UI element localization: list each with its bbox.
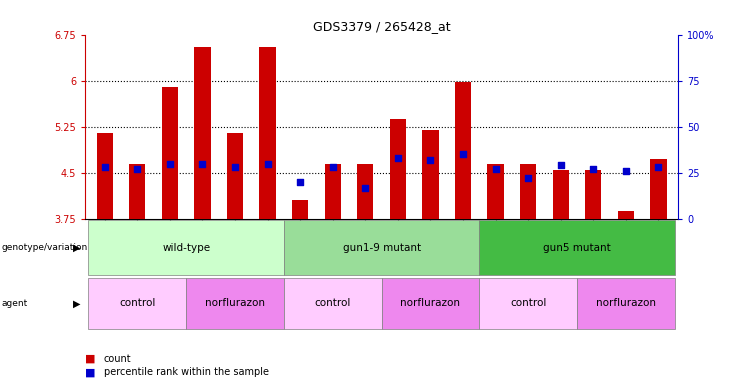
Point <box>620 168 632 174</box>
Point <box>522 175 534 181</box>
Text: control: control <box>119 298 156 308</box>
Text: count: count <box>104 354 131 364</box>
Bar <box>390 119 406 219</box>
Bar <box>186 278 284 329</box>
Point <box>425 157 436 163</box>
Bar <box>520 164 536 219</box>
Bar <box>422 130 439 219</box>
Text: gun5 mutant: gun5 mutant <box>543 243 611 253</box>
Text: ▶: ▶ <box>73 298 80 308</box>
Point <box>131 166 143 172</box>
Text: control: control <box>510 298 546 308</box>
Point <box>99 164 110 170</box>
Text: control: control <box>315 298 351 308</box>
Point <box>490 166 502 172</box>
Text: genotype/variation: genotype/variation <box>1 243 87 252</box>
Bar <box>455 82 471 219</box>
Point <box>359 184 371 190</box>
Bar <box>382 278 479 329</box>
Point <box>392 155 404 161</box>
Bar <box>651 159 667 219</box>
Point <box>555 162 567 169</box>
Bar <box>585 170 602 219</box>
Bar <box>618 211 634 219</box>
Text: ■: ■ <box>85 354 96 364</box>
Bar <box>227 133 243 219</box>
Point <box>457 151 469 157</box>
Bar <box>259 47 276 219</box>
Point <box>653 164 665 170</box>
Text: percentile rank within the sample: percentile rank within the sample <box>104 367 269 377</box>
Bar <box>325 164 341 219</box>
Point <box>196 161 208 167</box>
Bar <box>162 87 178 219</box>
Text: norflurazon: norflurazon <box>205 298 265 308</box>
Bar <box>479 220 675 275</box>
Text: ■: ■ <box>85 367 96 377</box>
Point <box>164 161 176 167</box>
Bar <box>488 164 504 219</box>
Text: gun1-9 mutant: gun1-9 mutant <box>342 243 421 253</box>
Text: agent: agent <box>1 299 27 308</box>
Point <box>262 161 273 167</box>
Bar <box>357 164 373 219</box>
Point <box>327 164 339 170</box>
Bar <box>553 170 569 219</box>
Point <box>294 179 306 185</box>
Bar <box>88 278 186 329</box>
Bar <box>129 164 145 219</box>
Title: GDS3379 / 265428_at: GDS3379 / 265428_at <box>313 20 451 33</box>
Text: ▶: ▶ <box>73 243 80 253</box>
Point <box>229 164 241 170</box>
Text: norflurazon: norflurazon <box>400 298 460 308</box>
Bar <box>194 47 210 219</box>
Bar <box>284 278 382 329</box>
Bar <box>96 133 113 219</box>
Point <box>588 166 599 172</box>
Bar <box>284 220 479 275</box>
Bar <box>577 278 675 329</box>
Bar <box>88 220 284 275</box>
Bar <box>292 200 308 219</box>
Bar <box>479 278 577 329</box>
Text: wild-type: wild-type <box>162 243 210 253</box>
Text: norflurazon: norflurazon <box>596 298 656 308</box>
